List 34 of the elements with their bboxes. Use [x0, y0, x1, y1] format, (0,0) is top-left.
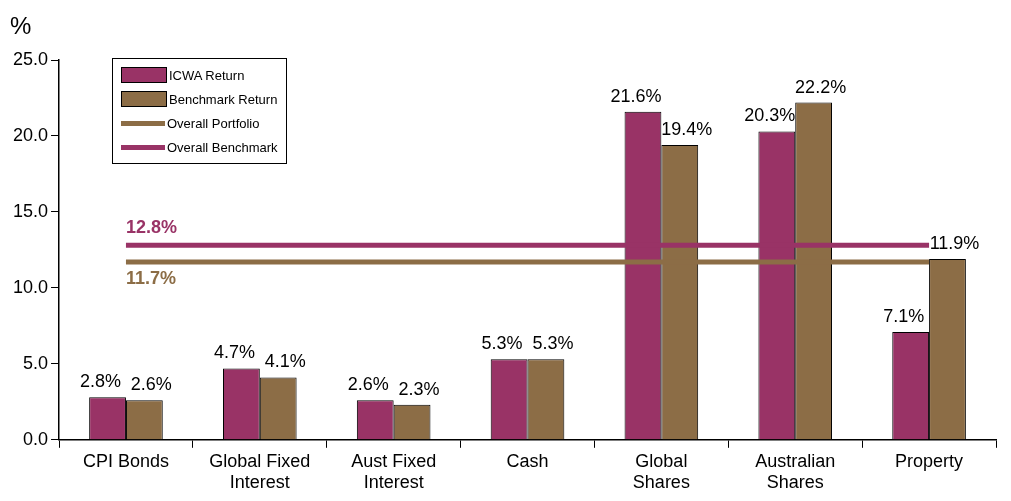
data-label: 4.7% — [213, 342, 255, 363]
data-label: 2.6% — [347, 374, 389, 395]
y-tick-label: 15.0 — [12, 200, 49, 221]
data-label: 2.3% — [398, 378, 440, 399]
y-tick-label: 0.0 — [23, 428, 49, 449]
y-tick-label: 25.0 — [12, 48, 49, 69]
data-label: 20.3% — [744, 105, 796, 126]
x-tick-label: Australian Shares — [755, 450, 836, 493]
x-tick-label: Aust Fixed Interest — [351, 450, 437, 493]
data-label: 4.1% — [264, 351, 306, 372]
y-tick-label: 20.0 — [12, 124, 49, 145]
y-axis-title: % — [10, 12, 32, 40]
data-label: 2.8% — [80, 371, 122, 392]
x-tick-label: Global Shares — [632, 450, 690, 493]
data-label: 11.7% — [125, 268, 177, 289]
legend-label: Overall Portfolio — [167, 115, 260, 131]
data-label: 22.2% — [795, 76, 847, 97]
data-label: 11.9% — [929, 232, 980, 253]
y-tick-label: 10.0 — [12, 276, 49, 297]
data-label: 12.8% — [125, 217, 178, 238]
data-label: 5.3% — [532, 333, 574, 354]
data-label: 2.6% — [130, 374, 172, 395]
x-tick-label: Property — [895, 450, 964, 471]
legend-label: Overall Benchmark — [167, 139, 278, 155]
legend-label: Benchmark Return — [169, 91, 278, 107]
x-tick-label: CPI Bonds — [82, 450, 169, 471]
legend-label: ICWA Return — [169, 67, 245, 83]
data-label: 5.3% — [481, 333, 523, 354]
y-tick-label: 5.0 — [23, 352, 49, 373]
x-tick-label: Cash — [506, 450, 549, 471]
data-label: 21.6% — [610, 85, 662, 106]
data-label: 19.4% — [661, 119, 713, 140]
data-label: 7.1% — [883, 305, 925, 326]
x-tick-label: Global Fixed Interest — [209, 450, 311, 493]
